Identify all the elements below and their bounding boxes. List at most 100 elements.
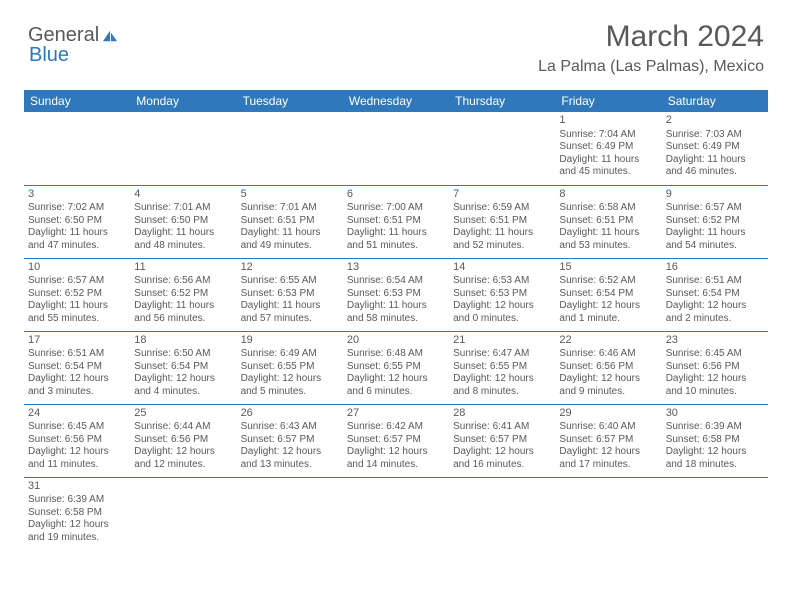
calendar-cell: 9Sunrise: 6:57 AMSunset: 6:52 PMDaylight… [662, 185, 768, 258]
dayname-monday: Monday [130, 90, 236, 112]
sunrise-text: Sunrise: 6:46 AM [559, 348, 657, 361]
sunset-text: Sunset: 6:52 PM [666, 215, 764, 228]
sunset-text: Sunset: 6:56 PM [666, 361, 764, 374]
daylight-text: Daylight: 12 hours and 18 minutes. [666, 446, 764, 471]
calendar-row: 17Sunrise: 6:51 AMSunset: 6:54 PMDayligh… [24, 331, 768, 404]
day-number: 8 [559, 188, 657, 202]
logo-text-blue: Blue [29, 44, 69, 66]
daylight-text: Daylight: 11 hours and 48 minutes. [134, 227, 232, 252]
sunset-text: Sunset: 6:51 PM [559, 215, 657, 228]
daylight-text: Daylight: 11 hours and 45 minutes. [559, 154, 657, 179]
calendar-body: 1Sunrise: 7:04 AMSunset: 6:49 PMDaylight… [24, 112, 768, 550]
sunset-text: Sunset: 6:50 PM [28, 215, 126, 228]
sunset-text: Sunset: 6:51 PM [241, 215, 339, 228]
calendar-cell: 27Sunrise: 6:42 AMSunset: 6:57 PMDayligh… [343, 404, 449, 477]
sunrise-text: Sunrise: 6:54 AM [347, 275, 445, 288]
sunrise-text: Sunrise: 6:41 AM [453, 421, 551, 434]
day-number: 24 [28, 407, 126, 421]
sunrise-text: Sunrise: 6:42 AM [347, 421, 445, 434]
calendar-cell: 24Sunrise: 6:45 AMSunset: 6:56 PMDayligh… [24, 404, 130, 477]
sunrise-text: Sunrise: 7:01 AM [134, 202, 232, 215]
calendar-cell: 10Sunrise: 6:57 AMSunset: 6:52 PMDayligh… [24, 258, 130, 331]
sunset-text: Sunset: 6:49 PM [666, 141, 764, 154]
logo: General [28, 20, 121, 47]
daylight-text: Daylight: 12 hours and 5 minutes. [241, 373, 339, 398]
day-number: 31 [28, 480, 126, 494]
dayname-tuesday: Tuesday [237, 90, 343, 112]
sunset-text: Sunset: 6:50 PM [134, 215, 232, 228]
calendar-cell: 6Sunrise: 7:00 AMSunset: 6:51 PMDaylight… [343, 185, 449, 258]
calendar-cell: 15Sunrise: 6:52 AMSunset: 6:54 PMDayligh… [555, 258, 661, 331]
sunset-text: Sunset: 6:58 PM [28, 507, 126, 520]
day-number: 4 [134, 188, 232, 202]
sunset-text: Sunset: 6:52 PM [28, 288, 126, 301]
day-number: 10 [28, 261, 126, 275]
calendar-cell: 30Sunrise: 6:39 AMSunset: 6:58 PMDayligh… [662, 404, 768, 477]
dayname-friday: Friday [555, 90, 661, 112]
daylight-text: Daylight: 12 hours and 8 minutes. [453, 373, 551, 398]
day-number: 23 [666, 334, 764, 348]
calendar-cell-empty [449, 112, 555, 185]
sunrise-text: Sunrise: 6:51 AM [666, 275, 764, 288]
sunrise-text: Sunrise: 6:50 AM [134, 348, 232, 361]
page-title: March 2024 [538, 20, 764, 54]
logo-text-blue-wrap: Blue [29, 44, 69, 67]
calendar-cell: 11Sunrise: 6:56 AMSunset: 6:52 PMDayligh… [130, 258, 236, 331]
calendar-cell-empty [343, 477, 449, 550]
daylight-text: Daylight: 12 hours and 10 minutes. [666, 373, 764, 398]
daylight-text: Daylight: 12 hours and 12 minutes. [134, 446, 232, 471]
daylight-text: Daylight: 12 hours and 6 minutes. [347, 373, 445, 398]
sunrise-text: Sunrise: 6:40 AM [559, 421, 657, 434]
calendar-cell-empty [237, 477, 343, 550]
calendar-cell: 17Sunrise: 6:51 AMSunset: 6:54 PMDayligh… [24, 331, 130, 404]
sunset-text: Sunset: 6:56 PM [134, 434, 232, 447]
sunset-text: Sunset: 6:53 PM [241, 288, 339, 301]
sunrise-text: Sunrise: 6:57 AM [28, 275, 126, 288]
dayname-sunday: Sunday [24, 90, 130, 112]
day-number: 2 [666, 114, 764, 128]
calendar-cell: 7Sunrise: 6:59 AMSunset: 6:51 PMDaylight… [449, 185, 555, 258]
day-number: 5 [241, 188, 339, 202]
day-number: 14 [453, 261, 551, 275]
day-number: 27 [347, 407, 445, 421]
calendar-cell: 5Sunrise: 7:01 AMSunset: 6:51 PMDaylight… [237, 185, 343, 258]
daylight-text: Daylight: 11 hours and 56 minutes. [134, 300, 232, 325]
day-number: 13 [347, 261, 445, 275]
sunset-text: Sunset: 6:54 PM [666, 288, 764, 301]
day-number: 12 [241, 261, 339, 275]
daylight-text: Daylight: 12 hours and 1 minute. [559, 300, 657, 325]
sunset-text: Sunset: 6:51 PM [453, 215, 551, 228]
sunrise-text: Sunrise: 6:39 AM [28, 494, 126, 507]
daylight-text: Daylight: 12 hours and 3 minutes. [28, 373, 126, 398]
sail-icon [101, 29, 119, 43]
calendar-cell-empty [555, 477, 661, 550]
daylight-text: Daylight: 11 hours and 53 minutes. [559, 227, 657, 252]
day-number: 17 [28, 334, 126, 348]
day-number: 7 [453, 188, 551, 202]
sunrise-text: Sunrise: 6:59 AM [453, 202, 551, 215]
sunrise-text: Sunrise: 6:53 AM [453, 275, 551, 288]
daylight-text: Daylight: 12 hours and 14 minutes. [347, 446, 445, 471]
calendar-cell: 25Sunrise: 6:44 AMSunset: 6:56 PMDayligh… [130, 404, 236, 477]
calendar-cell: 22Sunrise: 6:46 AMSunset: 6:56 PMDayligh… [555, 331, 661, 404]
sunrise-text: Sunrise: 6:44 AM [134, 421, 232, 434]
calendar-table: SundayMondayTuesdayWednesdayThursdayFrid… [24, 90, 768, 550]
sunrise-text: Sunrise: 6:51 AM [28, 348, 126, 361]
day-number: 18 [134, 334, 232, 348]
sunrise-text: Sunrise: 6:57 AM [666, 202, 764, 215]
day-number: 28 [453, 407, 551, 421]
title-block: March 2024 La Palma (Las Palmas), Mexico [538, 20, 764, 76]
day-number: 21 [453, 334, 551, 348]
calendar-cell: 1Sunrise: 7:04 AMSunset: 6:49 PMDaylight… [555, 112, 661, 185]
daylight-text: Daylight: 11 hours and 46 minutes. [666, 154, 764, 179]
daylight-text: Daylight: 12 hours and 13 minutes. [241, 446, 339, 471]
sunset-text: Sunset: 6:57 PM [241, 434, 339, 447]
calendar-cell: 12Sunrise: 6:55 AMSunset: 6:53 PMDayligh… [237, 258, 343, 331]
daylight-text: Daylight: 11 hours and 54 minutes. [666, 227, 764, 252]
daylight-text: Daylight: 12 hours and 19 minutes. [28, 519, 126, 544]
day-number: 25 [134, 407, 232, 421]
calendar-cell: 26Sunrise: 6:43 AMSunset: 6:57 PMDayligh… [237, 404, 343, 477]
calendar-row: 31Sunrise: 6:39 AMSunset: 6:58 PMDayligh… [24, 477, 768, 550]
sunrise-text: Sunrise: 6:47 AM [453, 348, 551, 361]
dayname-saturday: Saturday [662, 90, 768, 112]
